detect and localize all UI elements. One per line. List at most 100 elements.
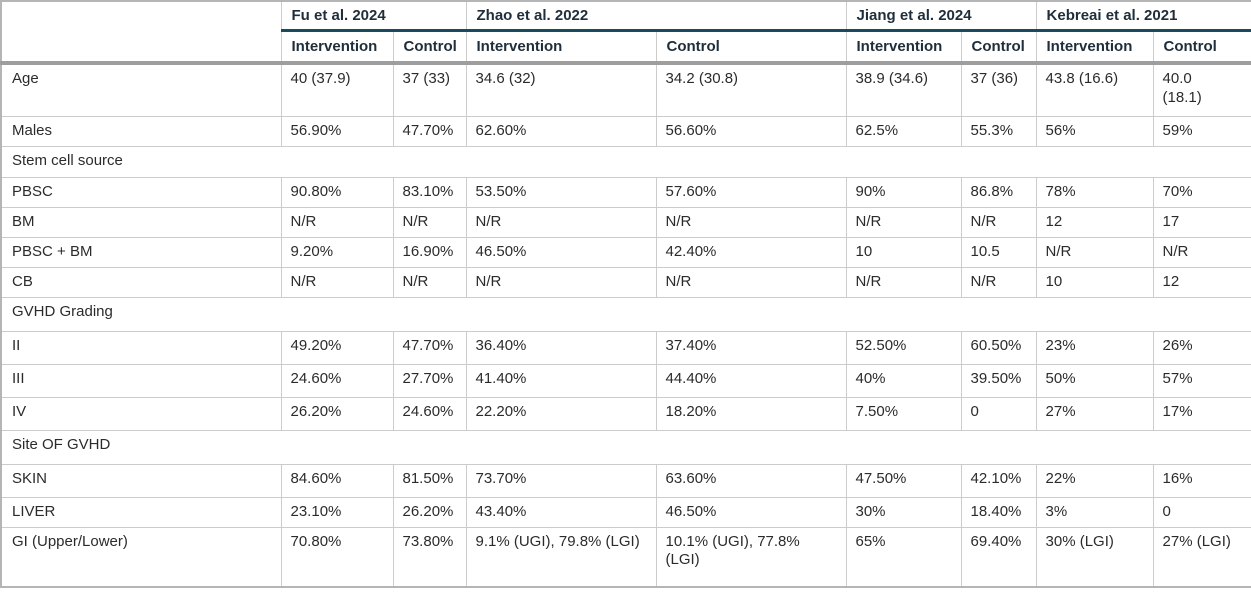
table-cell: 27.70%: [392, 363, 466, 397]
section-label: GVHD Grading: [1, 296, 1251, 331]
row-label: GI (Upper/Lower): [1, 526, 281, 587]
table-cell: N/R: [280, 206, 393, 237]
table-cell: 63.60%: [655, 463, 846, 497]
table-cell: 34.2 (30.8): [655, 62, 846, 116]
table-row: CB N/R N/R N/R N/R N/R N/R 10 12: [1, 266, 1251, 297]
study-header: Zhao et al. 2022: [465, 1, 846, 32]
table-cell: N/R: [392, 266, 466, 297]
table-cell: N/R: [465, 206, 656, 237]
table-cell: 12: [1152, 266, 1251, 297]
row-label: SKIN: [1, 463, 281, 497]
table-cell: 56.60%: [655, 115, 846, 146]
table-cell: 3%: [1035, 496, 1154, 527]
table-cell: 90.80%: [280, 176, 393, 207]
table-cell: 62.5%: [845, 115, 961, 146]
table-cell: 17: [1152, 206, 1251, 237]
table-cell: 9.1% (UGI), 79.8% (LGI): [465, 526, 656, 587]
table-body: Age 40 (37.9) 37 (33) 34.6 (32) 34.2 (30.8) 3…: [1, 62, 1251, 587]
table-cell: 30%: [845, 496, 961, 527]
table-cell: 46.50%: [465, 236, 656, 267]
table-cell: 73.80%: [392, 526, 466, 587]
table-row: Males 56.90% 47.70% 62.60% 56.60% 62.5% 55.3% 5…: [1, 115, 1251, 146]
table-cell: 16.90%: [392, 236, 466, 267]
table-cell: 37.40%: [655, 330, 846, 364]
row-label: BM: [1, 206, 281, 237]
table-cell: 46.50%: [655, 496, 846, 527]
table-cell: 52.50%: [845, 330, 961, 364]
table-row: LIVER 23.10% 26.20% 43.40% 46.50% 30% 18.40% 3%…: [1, 496, 1251, 527]
table-cell: 83.10%: [392, 176, 466, 207]
table-row: PBSC + BM 9.20% 16.90% 46.50% 42.40% 10 10.5 N/…: [1, 236, 1251, 267]
table-cell: 38.9 (34.6): [845, 62, 961, 116]
table-cell: 70%: [1152, 176, 1251, 207]
table-cell: 39.50%: [960, 363, 1037, 397]
table-cell: 47.50%: [845, 463, 961, 497]
table-cell: 22%: [1035, 463, 1154, 497]
table-row: PBSC 90.80% 83.10% 53.50% 57.60% 90% 86.8% 78% 7…: [1, 176, 1251, 207]
row-label: PBSC: [1, 176, 281, 207]
table-row: SKIN 84.60% 81.50% 73.70% 63.60% 47.50% 42.10%…: [1, 463, 1251, 497]
table-cell: 57%: [1152, 363, 1251, 397]
table-cell: 49.20%: [280, 330, 393, 364]
table-cell: 7.50%: [845, 396, 961, 430]
table-row: Age 40 (37.9) 37 (33) 34.6 (32) 34.2 (30.8) 3…: [1, 62, 1251, 116]
table-cell: N/R: [465, 266, 656, 297]
study-header: Kebreai et al. 2021: [1035, 1, 1251, 32]
table-cell: 26%: [1152, 330, 1251, 364]
table-cell: 40.0 (18.1): [1152, 62, 1251, 116]
section-row: GVHD Grading: [1, 296, 1251, 331]
row-label: IV: [1, 396, 281, 430]
section-row: Stem cell source: [1, 145, 1251, 177]
table-cell: 57.60%: [655, 176, 846, 207]
subheader-cell: Intervention: [465, 30, 656, 65]
corner-cell: [1, 1, 282, 65]
table-cell: 16%: [1152, 463, 1251, 497]
table-cell: 9.20%: [280, 236, 393, 267]
table-cell: 10: [1035, 266, 1154, 297]
subheader-cell: Control: [655, 30, 846, 65]
study-header: Jiang et al. 2024: [845, 1, 1037, 32]
study-header-row: Fu et al. 2024 Zhao et al. 2022 Jiang et a…: [1, 1, 1251, 65]
table-cell: 34.6 (32): [465, 62, 656, 116]
table-cell: 10: [845, 236, 961, 267]
table-cell: 0: [960, 396, 1037, 430]
table-cell: 43.8 (16.6): [1035, 62, 1154, 116]
subheader-cell: Control: [392, 30, 466, 65]
table-cell: 24.60%: [392, 396, 466, 430]
row-label: Males: [1, 115, 281, 146]
table-cell: 23%: [1035, 330, 1154, 364]
table-cell: 55.3%: [960, 115, 1037, 146]
subheader-cell: Intervention: [280, 30, 393, 65]
table-row: GI (Upper/Lower) 70.80% 73.80% 9.1% (UGI), …: [1, 526, 1251, 587]
row-label: Age: [1, 62, 281, 116]
table-cell: 27% (LGI): [1152, 526, 1251, 587]
table-cell: 81.50%: [392, 463, 466, 497]
table-row: III 24.60% 27.70% 41.40% 44.40% 40% 39.50% 50% 5…: [1, 363, 1251, 397]
table-cell: 22.20%: [465, 396, 656, 430]
table-cell: 30% (LGI): [1035, 526, 1154, 587]
table-cell: 40 (37.9): [280, 62, 393, 116]
table-row: BM N/R N/R N/R N/R N/R N/R 12 17: [1, 206, 1251, 237]
row-label: II: [1, 330, 281, 364]
table-cell: N/R: [845, 206, 961, 237]
table-cell: 44.40%: [655, 363, 846, 397]
table-row: II 49.20% 47.70% 36.40% 37.40% 52.50% 60.50% 23…: [1, 330, 1251, 364]
table-cell: 47.70%: [392, 330, 466, 364]
table-cell: N/R: [280, 266, 393, 297]
table-cell: 53.50%: [465, 176, 656, 207]
table-cell: 26.20%: [280, 396, 393, 430]
table-cell: N/R: [392, 206, 466, 237]
table-cell: 60.50%: [960, 330, 1037, 364]
row-label: III: [1, 363, 281, 397]
table-cell: 42.10%: [960, 463, 1037, 497]
table-cell: 26.20%: [392, 496, 466, 527]
table-cell: N/R: [1152, 236, 1251, 267]
table-cell: 41.40%: [465, 363, 656, 397]
table-cell: N/R: [960, 206, 1037, 237]
table-cell: 10.5: [960, 236, 1037, 267]
table-cell: N/R: [960, 266, 1037, 297]
row-label: CB: [1, 266, 281, 297]
table-cell: 0: [1152, 496, 1251, 527]
